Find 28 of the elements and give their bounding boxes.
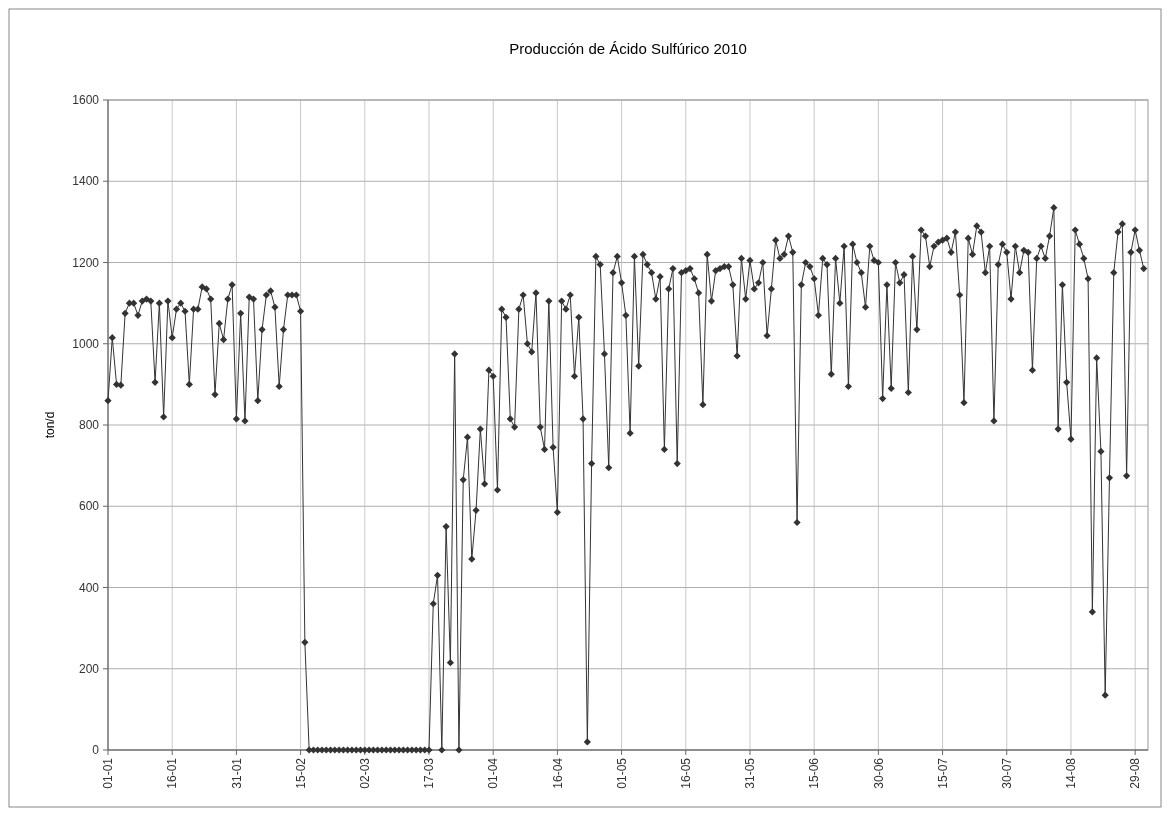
y-tick-label: 200 <box>78 661 100 676</box>
y-tick-label: 1200 <box>72 255 100 270</box>
y-tick-label: 400 <box>78 580 100 595</box>
y-tick-label: 1400 <box>72 174 100 189</box>
x-tick-label: 16-01 <box>165 757 180 789</box>
x-tick-label: 30-07 <box>999 757 1014 789</box>
y-tick-label: 600 <box>78 499 100 514</box>
x-tick-label: 01-04 <box>486 757 501 789</box>
chart-title: Producción de Ácido Sulfúrico 2010 <box>509 40 747 57</box>
x-tick-label: 16-05 <box>678 757 693 789</box>
x-tick-label: 17-03 <box>422 757 437 789</box>
x-tick-label: 31-01 <box>229 757 244 789</box>
x-tick-label: 15-06 <box>807 757 822 789</box>
y-tick-label: 800 <box>78 418 100 433</box>
y-tick-label: 1000 <box>72 336 100 351</box>
x-tick-label: 30-06 <box>871 757 886 789</box>
y-tick-label: 1600 <box>72 93 100 108</box>
x-tick-label: 01-01 <box>101 757 116 789</box>
y-axis-title: ton/d <box>43 411 57 439</box>
x-tick-label: 01-05 <box>614 757 629 789</box>
y-tick-label: 0 <box>92 743 100 758</box>
x-tick-label: 29-08 <box>1128 757 1143 789</box>
x-tick-label: 14-08 <box>1064 757 1079 789</box>
x-tick-label: 15-07 <box>935 757 950 789</box>
x-tick-label: 02-03 <box>357 757 372 789</box>
x-tick-label: 31-05 <box>743 757 758 789</box>
x-tick-label: 15-02 <box>293 757 308 789</box>
x-tick-label: 16-04 <box>550 757 565 789</box>
